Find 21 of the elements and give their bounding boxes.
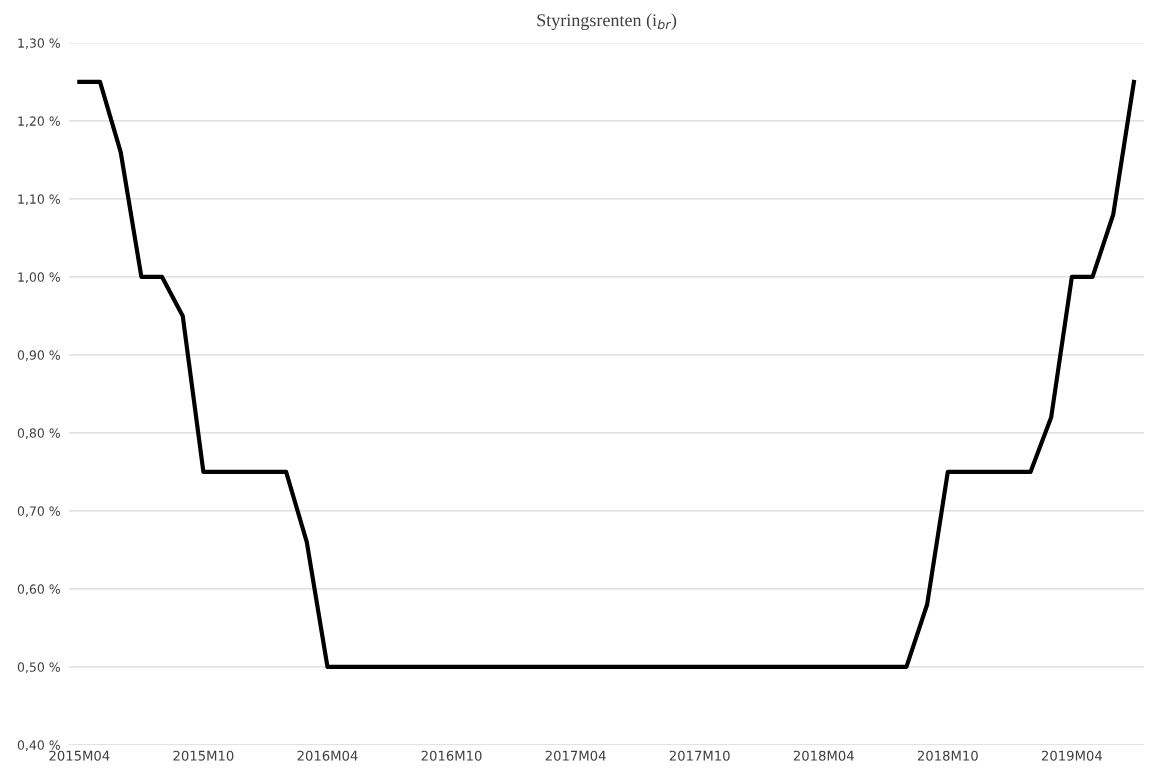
x-tick-label: 2015M04 <box>49 750 110 761</box>
y-tick-label: 0,70 % <box>17 506 60 518</box>
x-tick-label: 2017M04 <box>545 750 606 761</box>
y-tick-label: 0,60 % <box>17 584 60 596</box>
chart-title: Styringsrenten (i$_{br}$) <box>537 13 677 31</box>
y-tick-label: 1,10 % <box>18 194 60 206</box>
line-series <box>77 79 1136 669</box>
y-tick-label: 1,00 % <box>18 272 60 284</box>
y-tick-label: 0,40 % <box>17 740 60 752</box>
y-tick-label: 0,50 % <box>17 662 60 674</box>
x-tick-label: 2019M04 <box>1041 750 1103 761</box>
y-tick-label: 1,20 % <box>18 116 60 128</box>
x-tick-label: 2018M04 <box>793 750 854 761</box>
y-tick-label: 0,90 % <box>17 350 60 362</box>
x-tick-label: 2016M04 <box>297 750 358 761</box>
y-tick-label: 0,80 % <box>17 428 60 440</box>
y-tick-label: 1,30 % <box>18 38 60 50</box>
x-tick-label: 2015M10 <box>173 750 234 761</box>
x-tick-label: 2017M10 <box>669 750 730 761</box>
x-tick-label: 2018M10 <box>917 750 978 761</box>
x-tick-label: 2016M10 <box>421 750 482 761</box>
